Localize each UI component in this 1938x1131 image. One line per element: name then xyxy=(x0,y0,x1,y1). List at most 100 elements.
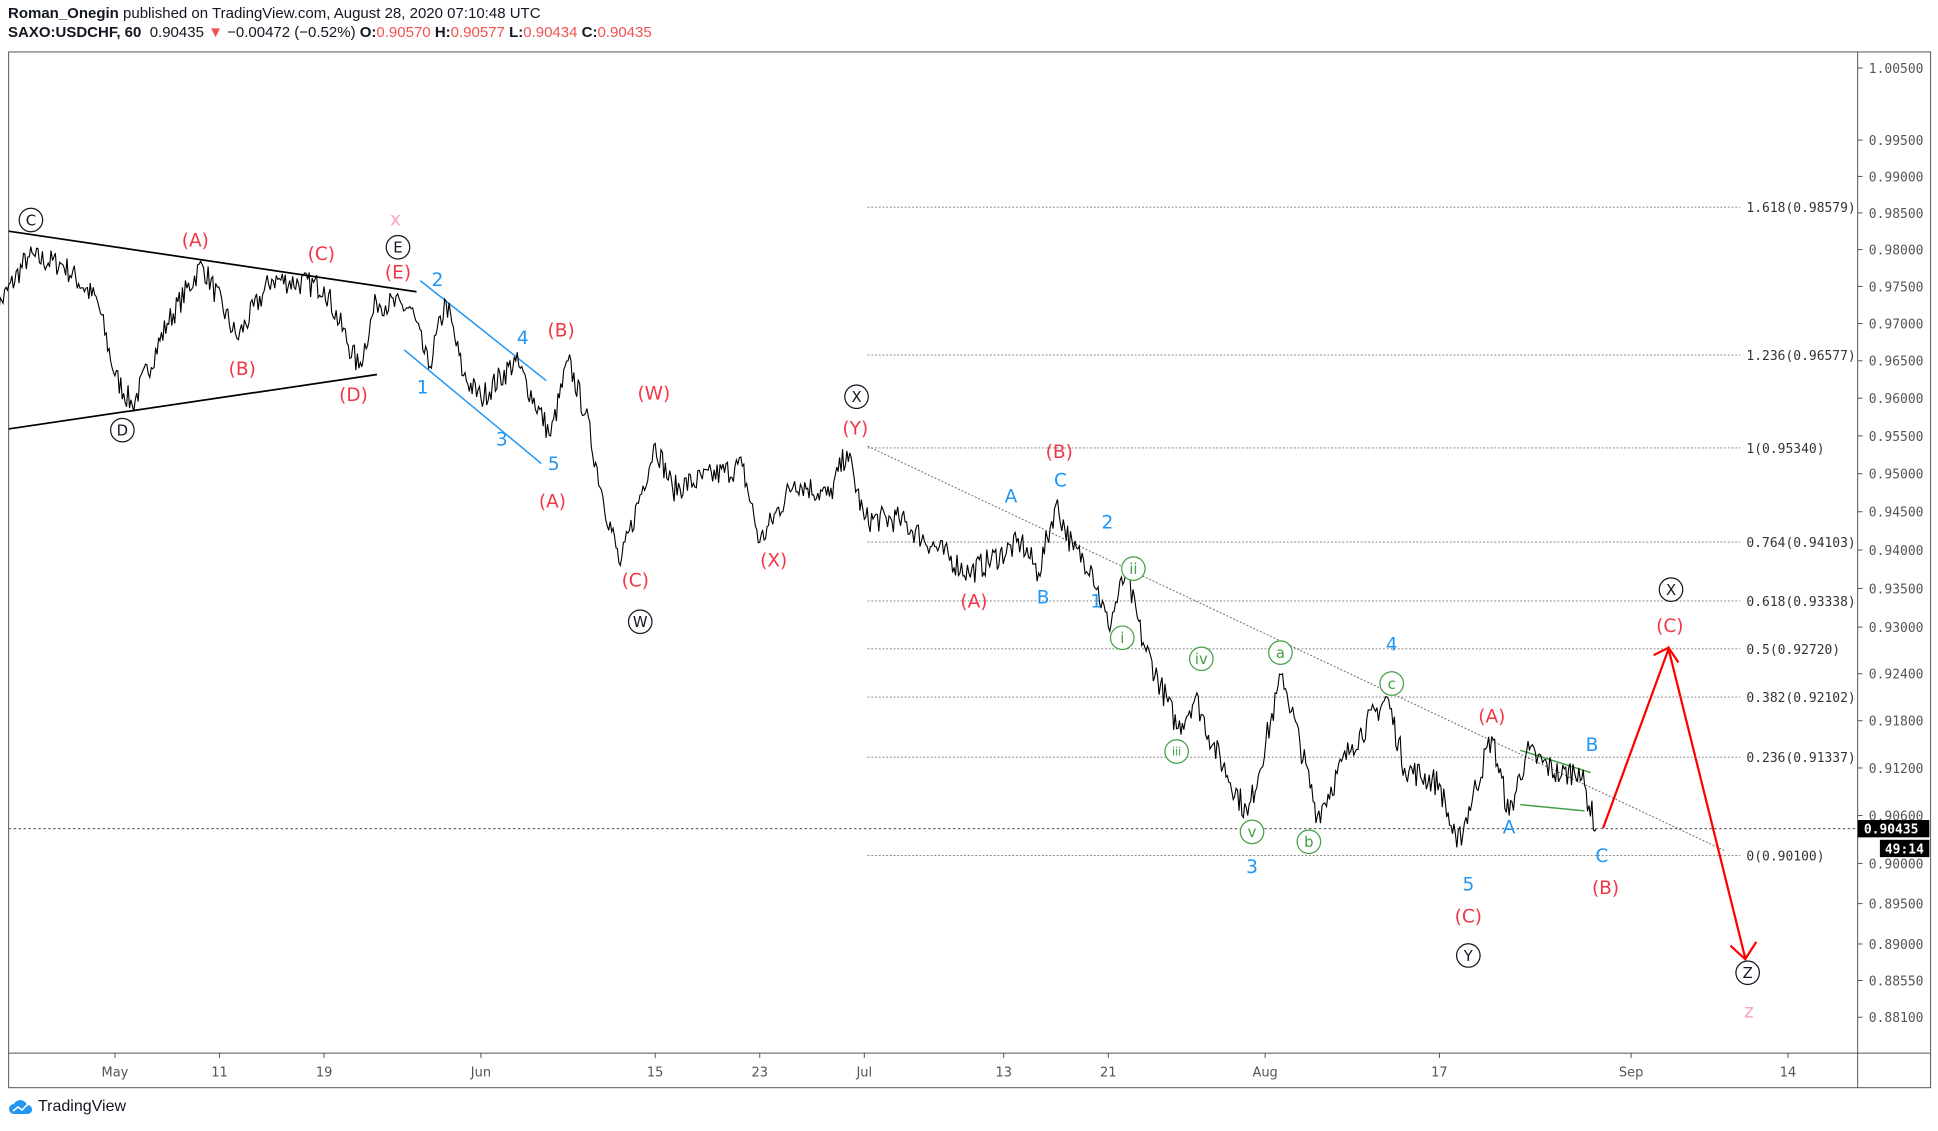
wave-label: C xyxy=(1595,846,1608,867)
wave-label: 4 xyxy=(517,328,529,349)
wave-label: (B) xyxy=(1592,878,1619,899)
wave-label: X xyxy=(851,389,861,406)
wave-label: i xyxy=(1120,630,1124,647)
wave-label-circle xyxy=(1121,556,1146,581)
price-tick-label: 0.90000 xyxy=(1869,857,1924,872)
wave-label: (W) xyxy=(637,384,670,405)
wave-label-circle xyxy=(1735,960,1761,986)
wave-label: v xyxy=(1248,824,1257,841)
price-change: −0.00472 (−0.52%) xyxy=(227,24,356,41)
wave-label: (A) xyxy=(960,591,987,612)
close-label: C: xyxy=(581,24,598,41)
wave-label-circle xyxy=(1379,671,1405,696)
price-tick-label: 0.91200 xyxy=(1869,762,1924,777)
wave-label: (E) xyxy=(385,263,411,284)
wave-label-circle xyxy=(1658,577,1684,602)
triangle-upper-line xyxy=(8,230,417,293)
time-tick-label: 19 xyxy=(316,1066,333,1081)
wave-label: b xyxy=(1304,834,1313,851)
wave-label-circle xyxy=(1189,646,1214,672)
wave-label: (Y) xyxy=(842,418,868,439)
wave-label: 1 xyxy=(1090,591,1102,612)
wave-label: B xyxy=(1037,588,1050,609)
wave-label: 2 xyxy=(432,270,444,291)
fib-level-label: 1(0.95340) xyxy=(1746,442,1824,457)
wave-label: 5 xyxy=(1462,874,1474,895)
price-tick-label: 0.94500 xyxy=(1869,506,1924,521)
symbol-legend: SAXO:USDCHF, 60 0.90435 ▼ −0.00472 (−0.5… xyxy=(8,24,652,41)
price-tick-label: 0.94000 xyxy=(1869,544,1924,559)
fib-level-label: 0.618(0.93338) xyxy=(1746,595,1855,610)
price-tick-label: 0.93000 xyxy=(1869,621,1924,636)
wave-label: (A) xyxy=(539,491,566,512)
symbol: SAXO:USDCHF, 60 xyxy=(8,24,142,41)
wave-label: A xyxy=(1503,818,1516,839)
wave-label-circle xyxy=(844,384,869,410)
wave-label: (C) xyxy=(308,244,335,265)
wave-label: (C) xyxy=(1455,907,1482,928)
wave-label: (B) xyxy=(229,359,256,380)
wave-label-circle xyxy=(1239,819,1265,845)
bar-countdown: 49:14 xyxy=(1885,842,1924,857)
wave-label: A xyxy=(1005,486,1018,507)
time-tick-label: Sep xyxy=(1619,1066,1643,1081)
current-price-badge xyxy=(1857,820,1930,838)
wave-label: a xyxy=(1276,645,1285,662)
wave-label: iii xyxy=(1172,746,1181,759)
price-tick-label: 0.98500 xyxy=(1869,207,1924,222)
wedge-lower-line xyxy=(1520,803,1585,812)
wave-label-circle xyxy=(1296,829,1322,855)
fib-level-label: 1.618(0.98579) xyxy=(1746,201,1855,216)
price-tick-label: 0.98000 xyxy=(1869,244,1924,259)
low-value: 0.90434 xyxy=(523,24,578,41)
low-label: L: xyxy=(509,24,524,41)
wave-label-circle xyxy=(110,417,135,443)
wave-label: 1 xyxy=(417,378,429,399)
publish-info: Roman_Onegin published on TradingView.co… xyxy=(8,5,541,22)
wave-label: (C) xyxy=(622,570,649,591)
wave-label: B xyxy=(1586,735,1599,756)
triangle-down-icon: ▼ xyxy=(208,24,223,41)
price-tick-label: 0.99000 xyxy=(1869,170,1924,185)
wave-label: (B) xyxy=(548,321,575,342)
publish-text: published on TradingView.com, August 28,… xyxy=(123,5,541,22)
price-tick-label: 0.97500 xyxy=(1869,280,1924,295)
wave-label: 4 xyxy=(1386,635,1398,656)
arrow-up-icon xyxy=(1653,646,1680,664)
wave-label-circle xyxy=(1455,943,1481,968)
open-value: 0.90570 xyxy=(376,24,431,41)
arrow-down-icon xyxy=(1729,941,1758,961)
price-tick-label: 0.93500 xyxy=(1869,582,1924,597)
wave-label: z xyxy=(1744,1002,1754,1023)
wave-label: (A) xyxy=(182,230,209,251)
wave-label: (B) xyxy=(1046,442,1073,463)
fib-level-label: 0.382(0.92102) xyxy=(1746,691,1855,706)
high-label: H: xyxy=(434,24,451,41)
wave-label: (X) xyxy=(760,551,787,572)
wave-label: (D) xyxy=(339,385,368,406)
wave-label: c xyxy=(1388,676,1396,693)
price-tick-label: 0.92400 xyxy=(1869,668,1924,683)
author-name[interactable]: Roman_Onegin xyxy=(8,5,119,22)
chart-frame xyxy=(8,51,1932,1089)
time-tick-label: 14 xyxy=(1780,1066,1797,1081)
wave-label: 2 xyxy=(1102,512,1114,533)
last-price: 0.90435 xyxy=(149,24,204,41)
countdown-badge xyxy=(1879,839,1930,858)
footer-brand[interactable]: TradingView xyxy=(8,1098,126,1116)
price-tick-label: 0.89500 xyxy=(1869,898,1924,913)
high-value: 0.90577 xyxy=(450,24,505,41)
wave-label: iv xyxy=(1195,651,1208,668)
current-price-label: 0.90435 xyxy=(1864,823,1919,838)
wave-label: D xyxy=(117,423,128,440)
wave-label-circle xyxy=(1268,640,1293,665)
channel-lower-line xyxy=(403,349,542,465)
price-tick-label: 0.97000 xyxy=(1869,317,1924,332)
brand-name: TradingView xyxy=(38,1098,127,1115)
wave-label: ii xyxy=(1129,561,1137,578)
time-tick-label: Jul xyxy=(855,1066,872,1081)
projection-path xyxy=(1602,645,1747,959)
wave-label: Z xyxy=(1743,965,1753,982)
price-line xyxy=(0,246,1597,848)
